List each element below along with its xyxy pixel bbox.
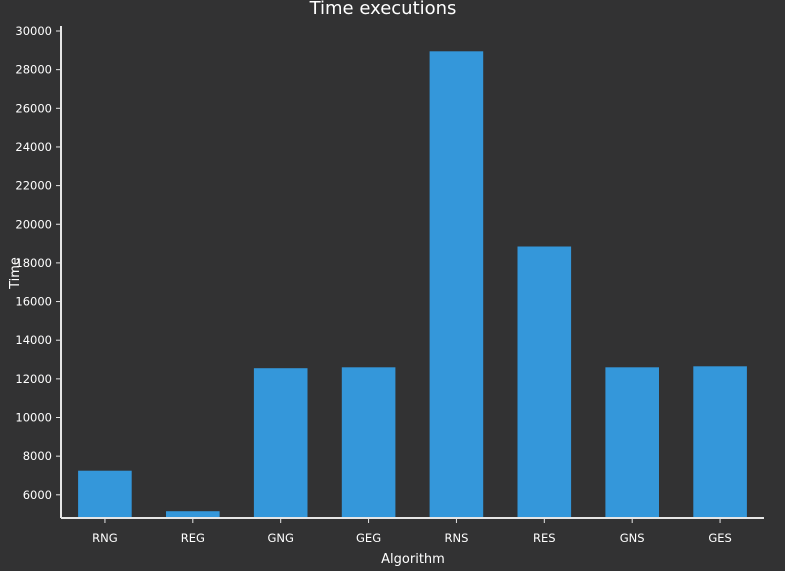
- bar-rng: [78, 470, 132, 518]
- y-axis-label: Time: [8, 257, 23, 290]
- x-tick-label: GES: [708, 531, 731, 545]
- y-tick-label: 30000: [15, 24, 52, 38]
- y-tick-label: 28000: [15, 63, 52, 77]
- y-tick-label: 12000: [15, 372, 52, 386]
- x-tick-label: RES: [533, 531, 556, 545]
- x-tick-label: GNG: [267, 531, 293, 545]
- chart-title: Time executions: [309, 0, 457, 19]
- bar-gns: [605, 367, 659, 518]
- x-tick-label: GEG: [356, 531, 381, 545]
- y-tick-label: 22000: [15, 179, 52, 193]
- bar-gng: [253, 368, 308, 518]
- y-tick-label: 16000: [15, 295, 52, 309]
- y-tick-label: 26000: [15, 101, 52, 115]
- bar-res: [517, 246, 572, 518]
- x-axis: RNG REG GNG GEG RNS RES GNS GES: [61, 517, 764, 545]
- bar-geg: [341, 367, 396, 518]
- x-tick-label: RNS: [444, 531, 468, 545]
- y-tick-label: 14000: [15, 333, 52, 347]
- y-tick-label: 18000: [15, 256, 52, 270]
- bars-group: [78, 51, 747, 519]
- y-axis: 6000 8000 10000 12000 14000 16000 18000 20000 22…: [15, 24, 62, 518]
- y-tick-label: 6000: [23, 488, 52, 502]
- x-axis-label: Algorithm: [381, 552, 445, 567]
- y-tick-label: 8000: [23, 449, 52, 463]
- bar-reg: [166, 511, 220, 518]
- y-tick-label: 24000: [15, 140, 52, 154]
- bar-rns: [429, 51, 484, 519]
- bar-ges: [693, 366, 747, 518]
- x-tick-label: RNG: [92, 531, 118, 545]
- x-tick-label: REG: [181, 531, 205, 545]
- y-tick-label: 10000: [15, 411, 52, 425]
- x-tick-label: GNS: [620, 531, 645, 545]
- y-tick-label: 20000: [15, 217, 52, 231]
